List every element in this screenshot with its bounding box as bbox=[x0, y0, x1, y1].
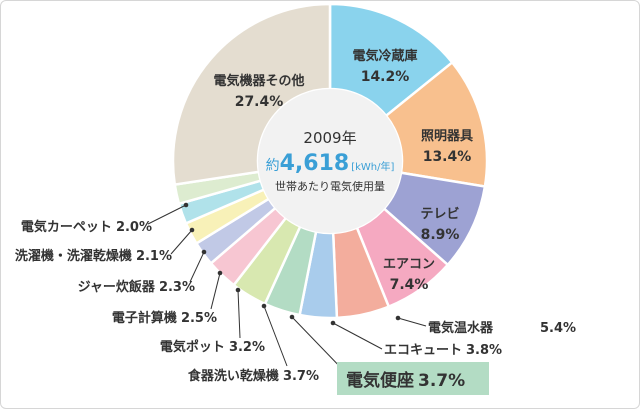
slice-label-4: 電気温水器 5.4% bbox=[428, 320, 576, 336]
slice-label-5: エコキュート 3.8% bbox=[384, 343, 502, 358]
slice-label-text-7: 食器洗い乾燥機 bbox=[188, 368, 279, 384]
slice-label-13: 電気機器その他 bbox=[213, 73, 304, 89]
slice-labels: 電気冷蔵庫 14.2% 照明器具 13.4% テレビ 8.9% エアコン 7.4% 電気温水器 5… bbox=[15, 48, 576, 391]
donut-slices bbox=[171, 2, 489, 320]
slice-label-text-5: エコキュート bbox=[384, 343, 462, 358]
slice-value-4: 5.4% bbox=[540, 321, 576, 336]
slice-value-0: 14.2% bbox=[361, 69, 410, 85]
slice-label-6: 電気便座 3.7% bbox=[346, 370, 465, 391]
slice-label-0: 電気冷蔵庫 bbox=[352, 48, 417, 64]
slice-label-text-9: 電子計算機 bbox=[112, 310, 177, 326]
slice-value-7: 3.7% bbox=[283, 369, 319, 384]
leader-dot-8 bbox=[235, 287, 241, 293]
leader-7 bbox=[263, 305, 288, 367]
leader-4 bbox=[397, 317, 427, 327]
slice-value-5: 3.8% bbox=[466, 343, 502, 358]
slice-value-3: 7.4% bbox=[390, 277, 429, 293]
center-caption: 世帯あたり電気使用量 bbox=[275, 179, 385, 193]
leader-dot-7 bbox=[261, 303, 267, 309]
slice-label-11: 洗濯機・洗濯乾燥機 2.1% bbox=[15, 248, 172, 264]
leader-5 bbox=[332, 322, 383, 350]
center-disc bbox=[258, 89, 402, 233]
slice-value-11: 2.1% bbox=[136, 249, 172, 264]
slice-value-12: 2.0% bbox=[116, 220, 152, 235]
slice-value-1: 13.4% bbox=[423, 149, 472, 165]
slice-label-9: 電子計算機 2.5% bbox=[112, 310, 217, 326]
slice-label-text-11: 洗濯機・洗濯乾燥機 bbox=[15, 248, 132, 264]
slice-value-13: 27.4% bbox=[235, 94, 284, 110]
leader-dot-11 bbox=[189, 227, 195, 233]
center-value: 4,618 bbox=[280, 151, 350, 176]
leader-10 bbox=[189, 251, 205, 283]
center-unit: [kWh/年] bbox=[351, 160, 394, 173]
slice-value-6: 3.7% bbox=[418, 371, 465, 391]
leader-lines bbox=[147, 202, 427, 374]
leader-dot-12 bbox=[183, 202, 189, 208]
slice-value-8: 3.2% bbox=[229, 340, 265, 355]
slice-label-text-4: 電気温水器 bbox=[428, 320, 494, 336]
leader-9 bbox=[210, 272, 221, 310]
leader-dot-6 bbox=[289, 314, 295, 320]
leader-dot-10 bbox=[201, 249, 207, 255]
leader-dot-5 bbox=[330, 320, 336, 326]
leader-12 bbox=[147, 204, 187, 225]
slice-label-1: 照明器具 bbox=[421, 129, 473, 144]
slice-label-7: 食器洗い乾燥機 3.7% bbox=[188, 368, 319, 384]
center-total: 約4,618 [kWh/年] bbox=[266, 151, 395, 176]
slice-value-10: 2.3% bbox=[159, 280, 195, 295]
leader-11 bbox=[170, 229, 193, 255]
leader-8 bbox=[237, 289, 241, 339]
center-label: 2009年 約4,618 [kWh/年] 世帯あたり電気使用量 bbox=[266, 129, 395, 193]
slice-label-text-6: 電気便座 bbox=[346, 370, 414, 391]
leader-dot-4 bbox=[395, 315, 401, 321]
slice-label-10: ジャー炊飯器 2.3% bbox=[78, 279, 195, 295]
leader-dot-9 bbox=[217, 270, 223, 276]
slice-value-9: 2.5% bbox=[181, 311, 217, 326]
slice-label-12: 電気カーペット 2.0% bbox=[21, 219, 152, 235]
slice-value-2: 8.9% bbox=[421, 227, 460, 243]
slice-label-text-10: ジャー炊飯器 bbox=[78, 279, 156, 295]
slice-label-3: エアコン bbox=[383, 257, 435, 272]
highlight-box bbox=[337, 362, 489, 395]
center-prefix: 約 bbox=[266, 158, 280, 174]
slice-label-text-8: 電気ポット bbox=[160, 339, 225, 355]
slice-label-2: テレビ bbox=[420, 206, 459, 222]
slice-label-8: 電気ポット 3.2% bbox=[160, 339, 265, 355]
center-year: 2009年 bbox=[303, 129, 356, 147]
slice-label-text-12: 電気カーペット bbox=[21, 219, 112, 235]
